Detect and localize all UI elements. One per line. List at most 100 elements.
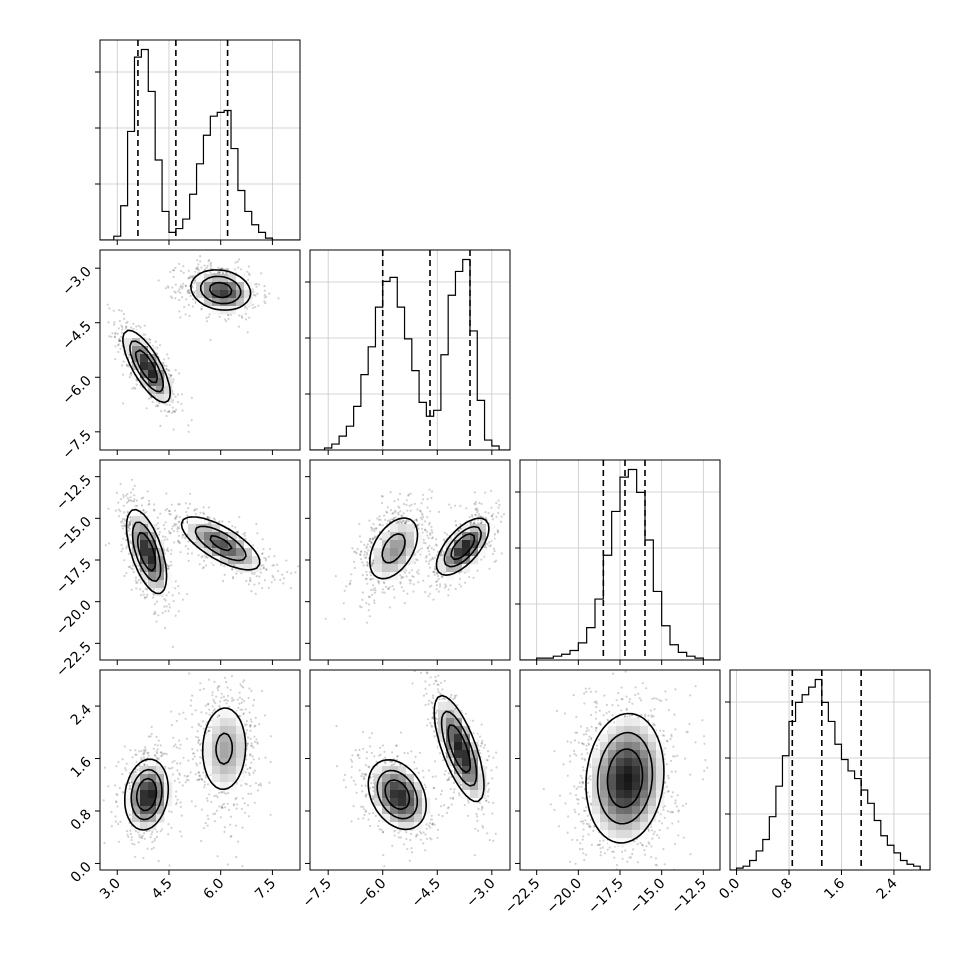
scatter-point: [477, 518, 480, 522]
scatter-point: [156, 346, 159, 349]
scatter-point: [256, 532, 259, 535]
density-block: [148, 564, 157, 573]
scatter-point: [122, 360, 125, 363]
hist-panel-0: [95, 39, 301, 241]
density-block: [220, 766, 229, 775]
scatter-point: [477, 515, 480, 518]
scatter-point: [125, 501, 129, 504]
scatter-point: [143, 752, 146, 755]
scatter-point: [428, 560, 431, 563]
scatter-point: [153, 503, 156, 506]
scatter-point: [172, 530, 175, 533]
density-block: [212, 726, 221, 735]
scatter-point: [119, 521, 122, 524]
scatter-point: [397, 513, 400, 516]
scatter-point: [156, 762, 159, 765]
scatter-point: [205, 316, 208, 319]
scatter-point: [223, 791, 226, 794]
scatter-point: [114, 509, 117, 512]
scatter-panel-0-3: [99, 669, 301, 871]
scatter-point: [426, 547, 429, 550]
scatter-point: [165, 364, 168, 368]
density-block: [180, 524, 189, 533]
scatter-point: [260, 689, 263, 693]
scatter-point: [164, 509, 167, 512]
scatter-point: [184, 313, 187, 316]
density-block: [132, 782, 141, 791]
scatter-point: [191, 752, 195, 755]
scatter-point: [167, 549, 170, 553]
scatter-point: [470, 521, 473, 524]
density-block: [220, 274, 229, 283]
scatter-point: [146, 588, 149, 591]
scatter-point: [187, 277, 190, 280]
scatter-point: [133, 498, 136, 501]
scatter-point: [114, 358, 117, 361]
scatter-point: [202, 720, 205, 723]
scatter-point: [188, 292, 191, 295]
scatter-point: [184, 284, 187, 287]
scatter-point: [170, 724, 173, 727]
density-block: [140, 516, 149, 525]
scatter-point: [191, 275, 194, 278]
hist-panel-3: [725, 669, 931, 871]
scatter-point: [128, 523, 131, 526]
scatter-point: [242, 686, 245, 689]
scatter-point: [387, 588, 390, 591]
scatter-point: [228, 705, 231, 709]
scatter-point: [441, 576, 444, 579]
scatter-point: [174, 517, 177, 520]
density-block: [220, 524, 229, 533]
scatter-point: [198, 743, 201, 746]
scatter-point: [244, 782, 247, 785]
scatter-point: [224, 318, 227, 321]
scatter-point: [405, 519, 408, 522]
scatter-point: [359, 553, 362, 556]
y-tick-label-2-3: −15.0: [53, 514, 95, 556]
scatter-point: [469, 521, 472, 524]
scatter-point: [203, 783, 206, 786]
scatter-point: [381, 524, 384, 527]
scatter-point: [455, 524, 458, 527]
scatter-point: [480, 522, 483, 525]
scatter-point: [408, 571, 411, 574]
scatter-point: [432, 570, 435, 573]
scatter-point: [234, 798, 237, 801]
scatter-point: [369, 578, 373, 581]
scatter-point: [363, 543, 366, 547]
density-block: [164, 572, 173, 581]
scatter-point: [139, 326, 142, 329]
scatter-point: [162, 524, 165, 527]
scatter-panel-0-1-frame: [99, 249, 301, 451]
scatter-point: [216, 855, 219, 858]
density-block: [132, 556, 141, 565]
scatter-point: [272, 576, 275, 579]
scatter-point: [377, 580, 380, 583]
scatter-point: [392, 518, 395, 521]
scatter-point: [127, 365, 130, 368]
scatter-point: [85, 288, 87, 290]
scatter-point: [179, 286, 182, 289]
scatter-point: [221, 271, 224, 274]
scatter-point: [119, 339, 122, 342]
scatter-point: [156, 830, 159, 833]
scatter-point: [242, 532, 245, 536]
scatter-point: [398, 492, 402, 496]
y-tick-label-2-0: −22.5: [53, 639, 95, 681]
scatter-point: [120, 335, 123, 338]
scatter-point: [116, 332, 119, 335]
scatter-point: [273, 578, 276, 581]
scatter-point: [164, 521, 167, 524]
scatter-point: [135, 378, 138, 382]
scatter-point: [256, 789, 260, 792]
scatter-point: [207, 678, 210, 681]
scatter-point: [409, 509, 412, 512]
scatter-point: [208, 713, 211, 716]
density-block: [228, 540, 237, 549]
scatter-point: [113, 323, 116, 326]
scatter-point: [260, 552, 264, 555]
scatter-point: [412, 590, 415, 593]
scatter-point: [261, 552, 264, 555]
scatter-point: [372, 584, 375, 587]
scatter-point: [359, 553, 362, 557]
